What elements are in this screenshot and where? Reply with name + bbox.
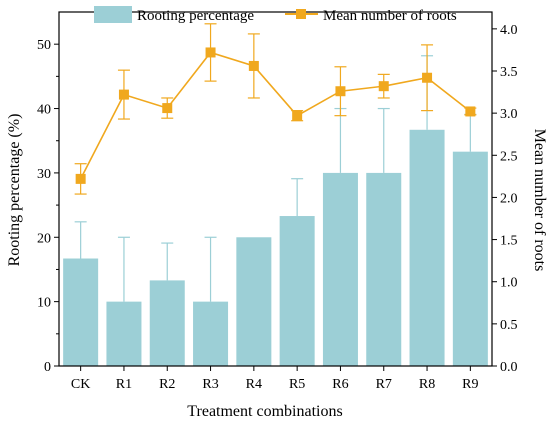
y-right-tick-label: 4.0 — [500, 23, 518, 38]
line-point-R4 — [248, 60, 259, 71]
bar-R6 — [322, 172, 358, 366]
y-left-tick-label: 20 — [37, 231, 51, 246]
line-point-R8 — [422, 72, 433, 83]
line-point-CK — [75, 173, 86, 184]
line-point-R3 — [205, 47, 216, 58]
bar-R5 — [279, 216, 315, 366]
x-axis-title: Treatment combinations — [187, 403, 342, 420]
x-tick-label-CK: CK — [71, 377, 90, 392]
line-point-R5 — [292, 110, 303, 121]
bar-R9 — [452, 151, 488, 366]
y-left-tick-label: 30 — [37, 167, 51, 182]
roots-line — [79, 51, 471, 180]
bar-R7 — [366, 172, 402, 366]
legend-line-marker — [296, 9, 306, 19]
line-point-R1 — [118, 89, 129, 100]
y-left-tick-label: 10 — [37, 296, 51, 311]
x-tick-label-R8: R8 — [419, 377, 435, 392]
line-point-R7 — [378, 81, 389, 92]
y-axis-right-title: Mean number of roots — [531, 129, 548, 272]
y-right-tick-label: 2.5 — [500, 149, 518, 164]
bar-R4 — [236, 237, 272, 366]
y-left-tick-label: 50 — [37, 38, 51, 53]
y-right-tick-label: 3.0 — [500, 107, 518, 122]
legend-bar-swatch — [94, 6, 132, 23]
x-tick-label-R7: R7 — [376, 377, 392, 392]
x-tick-label-R1: R1 — [116, 377, 132, 392]
bar-R2 — [149, 280, 185, 366]
y-left-tick-label: 0 — [44, 360, 51, 375]
bar-series — [63, 129, 488, 366]
line-point-R6 — [335, 86, 346, 97]
x-tick-label-R6: R6 — [332, 377, 348, 392]
axes — [58, 11, 493, 367]
x-tick-label-R9: R9 — [462, 377, 478, 392]
y-right-tick-label: 0.0 — [500, 360, 518, 375]
y-right-tick-label: 1.0 — [500, 276, 518, 291]
line-series — [74, 23, 477, 195]
y-right-tick-label: 0.5 — [500, 318, 518, 333]
line-point-R2 — [162, 103, 173, 114]
legend-bar-label: Rooting percentage — [137, 8, 254, 24]
bar-R3 — [193, 301, 229, 366]
y-axis-left-title: Rooting percentage (%) — [6, 114, 23, 267]
line-point-R9 — [465, 106, 476, 117]
y-right-tick-label: 2.0 — [500, 191, 518, 206]
x-tick-label-R3: R3 — [202, 377, 218, 392]
bar-R1 — [106, 301, 142, 366]
y-left-tick-label: 40 — [37, 103, 51, 118]
legend: Rooting percentage Mean number of roots — [94, 6, 457, 24]
ticks: 0 10 20 30 40 50 0.0 0.5 1.0 1.5 2.0 2.5 3.0 3.5 4.0 CK… — [37, 23, 518, 392]
x-tick-label-R4: R4 — [246, 377, 262, 392]
x-tick-label-R5: R5 — [289, 377, 305, 392]
bar-CK — [63, 258, 99, 366]
plot-frame — [58, 11, 493, 367]
bar-R8 — [409, 129, 445, 366]
x-tick-label-R2: R2 — [159, 377, 175, 392]
y-right-tick-label: 1.5 — [500, 234, 518, 249]
y-right-tick-label: 3.5 — [500, 65, 518, 80]
legend-line-label: Mean number of roots — [323, 8, 457, 24]
